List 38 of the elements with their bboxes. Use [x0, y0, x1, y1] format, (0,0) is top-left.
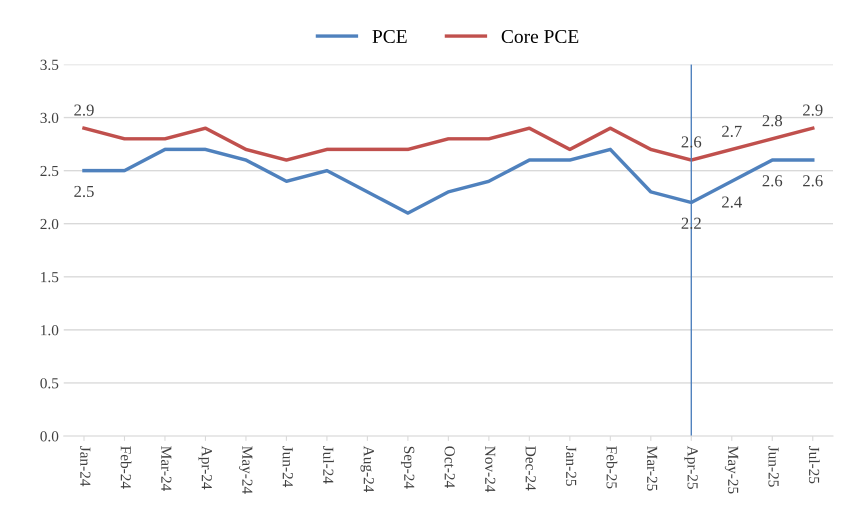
x-tick-label: Jul-24 [323, 446, 334, 484]
x-tick-label: Oct-24 [444, 446, 455, 488]
x-tick-label: Feb-24 [120, 446, 132, 489]
y-tick-label: 0.0 [40, 431, 58, 442]
legend-label: Core PCE [502, 30, 578, 44]
x-tick-label: Jun-24 [282, 446, 293, 488]
y-tick-label: 2.5 [40, 166, 58, 176]
x-tick-label: Jan-25 [566, 446, 576, 486]
y-tick-label: 1.5 [41, 272, 58, 282]
data-label: 2.6 [762, 175, 782, 186]
x-tick-label: Dec-24 [526, 446, 536, 490]
x-tick-label: Aug-24 [360, 446, 374, 492]
x-tick-label: Mar-24 [161, 446, 172, 492]
x-tick-label: Apr-24 [198, 446, 212, 490]
y-tick-label: 1.0 [41, 325, 58, 336]
data-label: 2.9 [803, 104, 822, 116]
x-tick-label: Apr-25 [684, 446, 698, 489]
x-tick-label: Jul-25 [808, 446, 820, 484]
data-label: 2.8 [762, 115, 782, 126]
data-label: 2.9 [74, 104, 94, 116]
legend-label: PCE [372, 30, 407, 44]
y-tick-label: 0.5 [40, 378, 58, 388]
x-tick-label: Mar-25 [646, 446, 658, 491]
data-label: 2.5 [74, 186, 94, 198]
data-label: 2.4 [722, 196, 742, 208]
y-tick-label: 3.0 [40, 112, 58, 124]
x-tick-label: Feb-25 [606, 446, 618, 488]
x-tick-label: Jan-24 [80, 446, 90, 486]
x-tick-label: Jun-25 [768, 446, 779, 487]
data-label: 2.6 [803, 175, 823, 186]
data-label: 2.7 [722, 126, 742, 137]
x-tick-label: Nov-24 [485, 446, 496, 492]
x-tick-label: May-25 [724, 446, 738, 494]
y-tick-label: 3.5 [40, 60, 58, 70]
y-tick-label: 2.0 [40, 218, 58, 230]
x-tick-label: Sep-24 [400, 446, 414, 489]
x-tick-label: May-24 [239, 446, 252, 494]
line-series [82, 126, 814, 162]
